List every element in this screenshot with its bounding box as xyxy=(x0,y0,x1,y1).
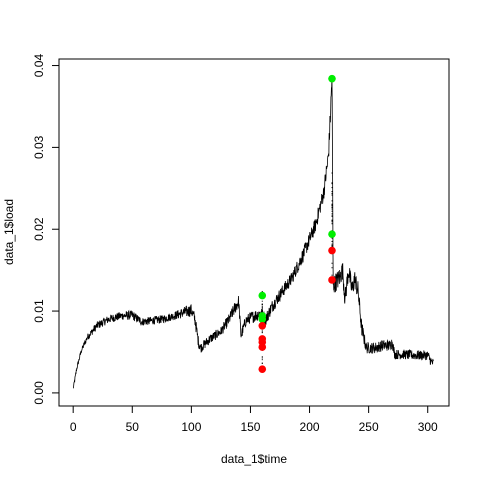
trail-dot xyxy=(261,290,263,292)
trail-dot xyxy=(331,267,333,269)
trail-dot xyxy=(331,237,333,239)
red-point xyxy=(328,246,336,255)
trail-dot xyxy=(261,330,263,332)
y-tick-label: 0.02 xyxy=(32,217,46,241)
x-tick-label: 200 xyxy=(300,420,320,434)
trail-dot xyxy=(261,304,263,306)
trail-dot xyxy=(261,310,263,312)
load-series-line xyxy=(72,75,434,389)
trail-dot xyxy=(261,311,263,313)
trail-dot xyxy=(331,213,333,215)
x-axis-title: data_1$time xyxy=(221,452,287,466)
red-point xyxy=(258,343,267,351)
trail-dot xyxy=(331,221,333,223)
trail-dot xyxy=(331,210,333,212)
trail-dot xyxy=(331,172,333,174)
x-axis: 0 50 100 150 200 250 300 xyxy=(70,405,438,434)
trail-dot xyxy=(261,307,263,309)
trail-dot xyxy=(331,262,333,264)
y-axis-title: data_1$load xyxy=(2,199,16,265)
trail-dot xyxy=(331,244,333,246)
x-tick-label: 100 xyxy=(181,420,201,434)
trail-dot xyxy=(331,191,333,193)
y-tick-label: 0.01 xyxy=(32,299,46,323)
trail-dot xyxy=(331,187,333,189)
x-tick-label: 150 xyxy=(240,420,260,434)
trail-dot xyxy=(261,306,263,308)
series-1 xyxy=(258,74,336,324)
trail-dot xyxy=(331,245,333,247)
x-tick-label: 300 xyxy=(418,420,438,434)
trail-dot xyxy=(331,219,333,221)
trail-dot xyxy=(261,357,263,359)
trail-dot xyxy=(331,208,333,210)
y-axis: 0.00 0.01 0.02 0.03 0.04 xyxy=(32,54,60,405)
trail-dot xyxy=(261,332,263,334)
trail-dot xyxy=(331,240,333,242)
trail-dot xyxy=(261,308,263,310)
trail-dot xyxy=(331,182,333,184)
x-tick-label: 50 xyxy=(126,420,140,434)
green-point xyxy=(258,315,267,324)
trail-dot xyxy=(331,200,333,202)
trail-dot xyxy=(261,362,263,364)
y-tick-label: 0.00 xyxy=(32,381,46,405)
trail-dot xyxy=(331,194,333,196)
trail-dot xyxy=(331,223,333,225)
trail-dot xyxy=(331,183,333,185)
green-point xyxy=(328,230,336,238)
y-tick-label: 0.04 xyxy=(32,54,46,78)
y-tick-label: 0.03 xyxy=(32,135,46,159)
x-tick-label: 0 xyxy=(70,420,77,434)
trail-dot xyxy=(331,207,333,209)
trail-dot xyxy=(261,356,263,358)
series-2 xyxy=(258,246,336,373)
trail-dot xyxy=(331,204,333,206)
trail-dot xyxy=(261,359,263,361)
red-point xyxy=(258,321,267,330)
trail-dot xyxy=(331,203,333,205)
red-point xyxy=(258,365,267,373)
trail-dot xyxy=(331,205,333,207)
green-point xyxy=(328,74,336,83)
trail-dot xyxy=(331,192,333,194)
trail-dot xyxy=(261,331,263,333)
trail-dot xyxy=(261,309,263,311)
data-layer xyxy=(72,74,434,389)
trail-dot xyxy=(331,274,333,276)
red-point xyxy=(328,276,336,284)
green-point xyxy=(258,291,267,300)
trail-dot xyxy=(331,215,333,217)
trail-dot xyxy=(261,300,263,302)
x-tick-label: 250 xyxy=(359,420,379,434)
trail-dot xyxy=(261,363,263,365)
trail-dot xyxy=(331,243,333,245)
